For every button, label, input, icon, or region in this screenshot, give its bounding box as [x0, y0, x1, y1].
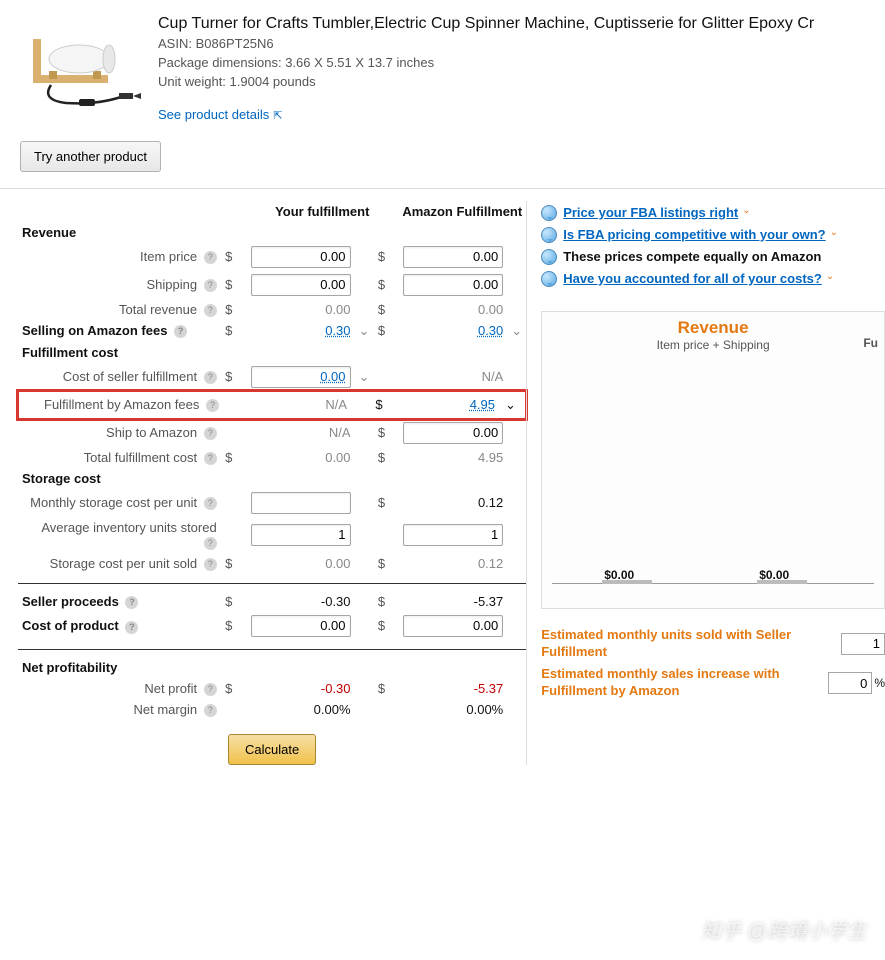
row-fba-fees: Fulfillment by Amazon fees ? N/A $4.95⌄: [18, 391, 526, 419]
chat-bubble-icon: [541, 205, 557, 221]
chevron-down-icon[interactable]: ⌄: [355, 320, 374, 342]
help-icon[interactable]: ?: [204, 537, 217, 550]
chevron-down-icon[interactable]: ⌄: [507, 320, 526, 342]
help-icon[interactable]: ?: [204, 452, 217, 465]
help-icon[interactable]: ?: [204, 497, 217, 510]
column-header-your: Your fulfillment: [221, 201, 374, 222]
percent-label: %: [874, 676, 885, 690]
external-link-icon: ⇱: [273, 110, 282, 122]
help-icon[interactable]: ?: [204, 427, 217, 440]
side-tips: Price your FBA listings right ⌄ Is FBA pr…: [541, 201, 885, 305]
watermark: 知乎 @跨境小学生: [701, 915, 867, 944]
section-storage: Storage cost: [18, 468, 526, 489]
product-image: [16, 12, 146, 112]
cost-product-amz-input[interactable]: [403, 615, 503, 637]
calculate-button[interactable]: Calculate: [228, 734, 316, 765]
help-icon[interactable]: ?: [204, 371, 217, 384]
chevron-down-icon[interactable]: ⌄: [355, 363, 374, 391]
chart-value-2: $0.00: [759, 568, 789, 582]
chat-bubble-icon: [541, 249, 557, 265]
shipping-your-input[interactable]: [251, 274, 351, 296]
product-dimensions: Package dimensions: 3.66 X 5.51 X 13.7 i…: [158, 54, 869, 73]
chart-value-1: $0.00: [604, 568, 634, 582]
row-avg-inventory: Average inventory units stored ?: [18, 517, 526, 553]
product-asin: ASIN: B086PT25N6: [158, 35, 869, 54]
help-icon[interactable]: ?: [206, 399, 219, 412]
item-price-your-input[interactable]: [251, 246, 351, 268]
chart-title: Revenue: [542, 312, 884, 338]
tip-text-3: These prices compete equally on Amazon: [563, 249, 821, 264]
product-weight: Unit weight: 1.9004 pounds: [158, 73, 869, 92]
help-icon[interactable]: ?: [204, 279, 217, 292]
help-icon[interactable]: ?: [174, 325, 187, 338]
row-net-margin: Net margin ? 0.00% 0.00%: [18, 699, 526, 720]
est-sales-increase: Estimated monthly sales increase with Fu…: [541, 666, 885, 700]
selling-fees-your-link[interactable]: 0.30: [325, 323, 350, 338]
help-icon[interactable]: ?: [204, 304, 217, 317]
est-increase-input[interactable]: [828, 672, 872, 694]
tip-link-1[interactable]: Price your FBA listings right: [563, 205, 738, 220]
help-icon[interactable]: ?: [204, 704, 217, 717]
try-another-product-button[interactable]: Try another product: [20, 141, 161, 172]
chevron-down-icon: ⌄: [830, 227, 838, 238]
chart-subtitle: Item price + Shipping: [542, 338, 884, 352]
ship-to-amz-input[interactable]: [403, 422, 503, 444]
product-header: Cup Turner for Crafts Tumbler,Electric C…: [0, 0, 885, 133]
est-units-input[interactable]: [841, 633, 885, 655]
section-net-profitability: Net profitability: [18, 657, 526, 678]
shipping-amz-input[interactable]: [403, 274, 503, 296]
monthly-storage-your-input[interactable]: [251, 492, 351, 514]
help-icon[interactable]: ?: [204, 683, 217, 696]
help-icon[interactable]: ?: [125, 596, 138, 609]
row-total-revenue: Total revenue ? $0.00 $0.00: [18, 299, 526, 320]
row-seller-proceeds: Seller proceeds ? $-0.30 $-5.37: [18, 591, 526, 612]
row-cost-of-product: Cost of product ? $ $: [18, 612, 526, 640]
row-ship-to-amazon: Ship to Amazon ? N/A $: [18, 419, 526, 447]
chevron-down-icon: ⌄: [826, 271, 834, 282]
revenue-chart: Revenue Item price + Shipping Fu $0.00 $…: [541, 311, 885, 609]
chat-bubble-icon: [541, 227, 557, 243]
chevron-down-icon[interactable]: ⌄: [505, 397, 519, 413]
calculator-table: Your fulfillment Amazon Fulfillment Reve…: [18, 201, 526, 765]
column-header-amazon: Amazon Fulfillment: [373, 201, 526, 222]
cost-seller-your-input[interactable]: [251, 366, 351, 388]
row-monthly-storage: Monthly storage cost per unit ? $0.12: [18, 489, 526, 517]
help-icon[interactable]: ?: [204, 558, 217, 571]
row-item-price: Item price ? $ $: [18, 243, 526, 271]
est-units-sold: Estimated monthly units sold with Seller…: [541, 627, 885, 661]
row-storage-per-sold: Storage cost per unit sold ? $0.00 $0.12: [18, 553, 526, 574]
row-net-profit: Net profit ? $-0.30 $-5.37: [18, 678, 526, 699]
avg-inv-your-input[interactable]: [251, 524, 351, 546]
chevron-down-icon: ⌄: [742, 205, 750, 216]
tip-link-4[interactable]: Have you accounted for all of your costs…: [563, 271, 822, 286]
row-shipping: Shipping ? $ $: [18, 271, 526, 299]
row-cost-seller-fulfillment: Cost of seller fulfillment ? $⌄ N/A: [18, 363, 526, 391]
see-product-details-link[interactable]: See product details⇱: [158, 107, 283, 122]
fba-fees-amz-link[interactable]: 4.95: [470, 397, 495, 412]
chart-subtitle-right: Fu: [863, 336, 878, 350]
product-title: Cup Turner for Crafts Tumbler,Electric C…: [158, 12, 869, 35]
help-icon[interactable]: ?: [125, 621, 138, 634]
tip-link-2[interactable]: Is FBA pricing competitive with your own…: [563, 227, 825, 242]
section-revenue: Revenue: [18, 222, 526, 243]
avg-inv-amz-input[interactable]: [403, 524, 503, 546]
row-selling-fees: Selling on Amazon fees ? $0.30⌄ $0.30⌄: [18, 320, 526, 342]
item-price-amz-input[interactable]: [403, 246, 503, 268]
row-total-fulfillment: Total fulfillment cost ? $0.00 $4.95: [18, 447, 526, 468]
cost-product-your-input[interactable]: [251, 615, 351, 637]
section-fulfillment: Fulfillment cost: [18, 342, 526, 363]
selling-fees-amz-link[interactable]: 0.30: [478, 323, 503, 338]
help-icon[interactable]: ?: [204, 251, 217, 264]
chat-bubble-icon: [541, 271, 557, 287]
